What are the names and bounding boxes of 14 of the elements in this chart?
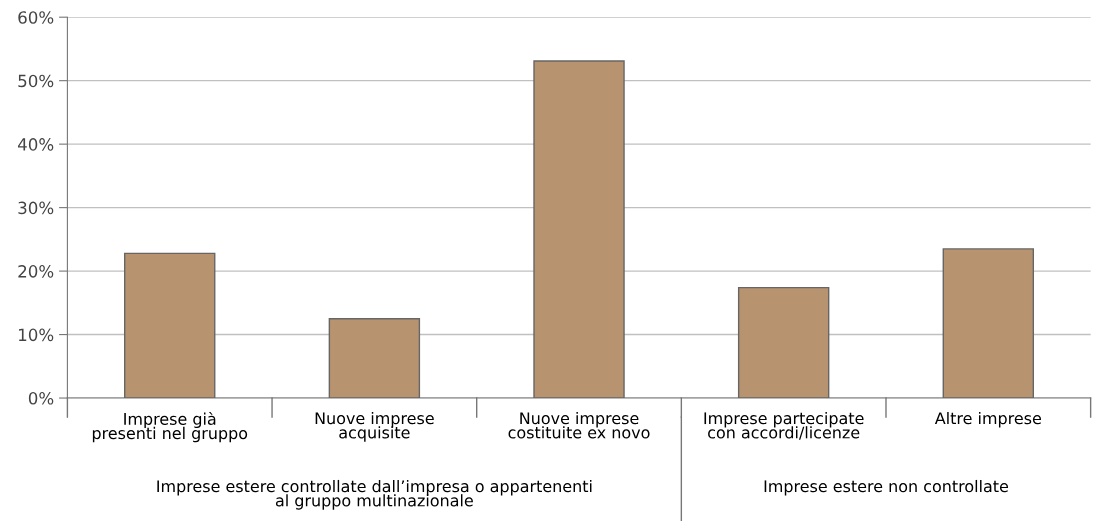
y-tick-label: 30% xyxy=(18,201,54,215)
x-tick-label: Imprese partecipate con accordi/licenze xyxy=(704,411,864,440)
y-tick-label: 40% xyxy=(17,138,54,151)
x-tick-label: Nuove imprese acquisite xyxy=(315,411,434,442)
y-tick-label: 20% xyxy=(18,265,54,278)
y-tick-label: 0% xyxy=(28,392,54,405)
text: Imprese estere non controllate xyxy=(764,479,1009,496)
y-tick-label: 50% xyxy=(18,74,54,88)
x-tick-label: Altre imprese xyxy=(934,411,1041,428)
x-tick-label: Imprese già presenti nel gruppo xyxy=(92,411,248,443)
y-tick-label: 60% xyxy=(18,11,54,24)
text: Imprese estere controllate dall’impresa o appartenenti al gruppo multinazionale xyxy=(157,479,592,510)
y-tick-label: 10% xyxy=(19,328,54,342)
x-tick-label: Nuove imprese costituite ex novo xyxy=(508,411,650,439)
